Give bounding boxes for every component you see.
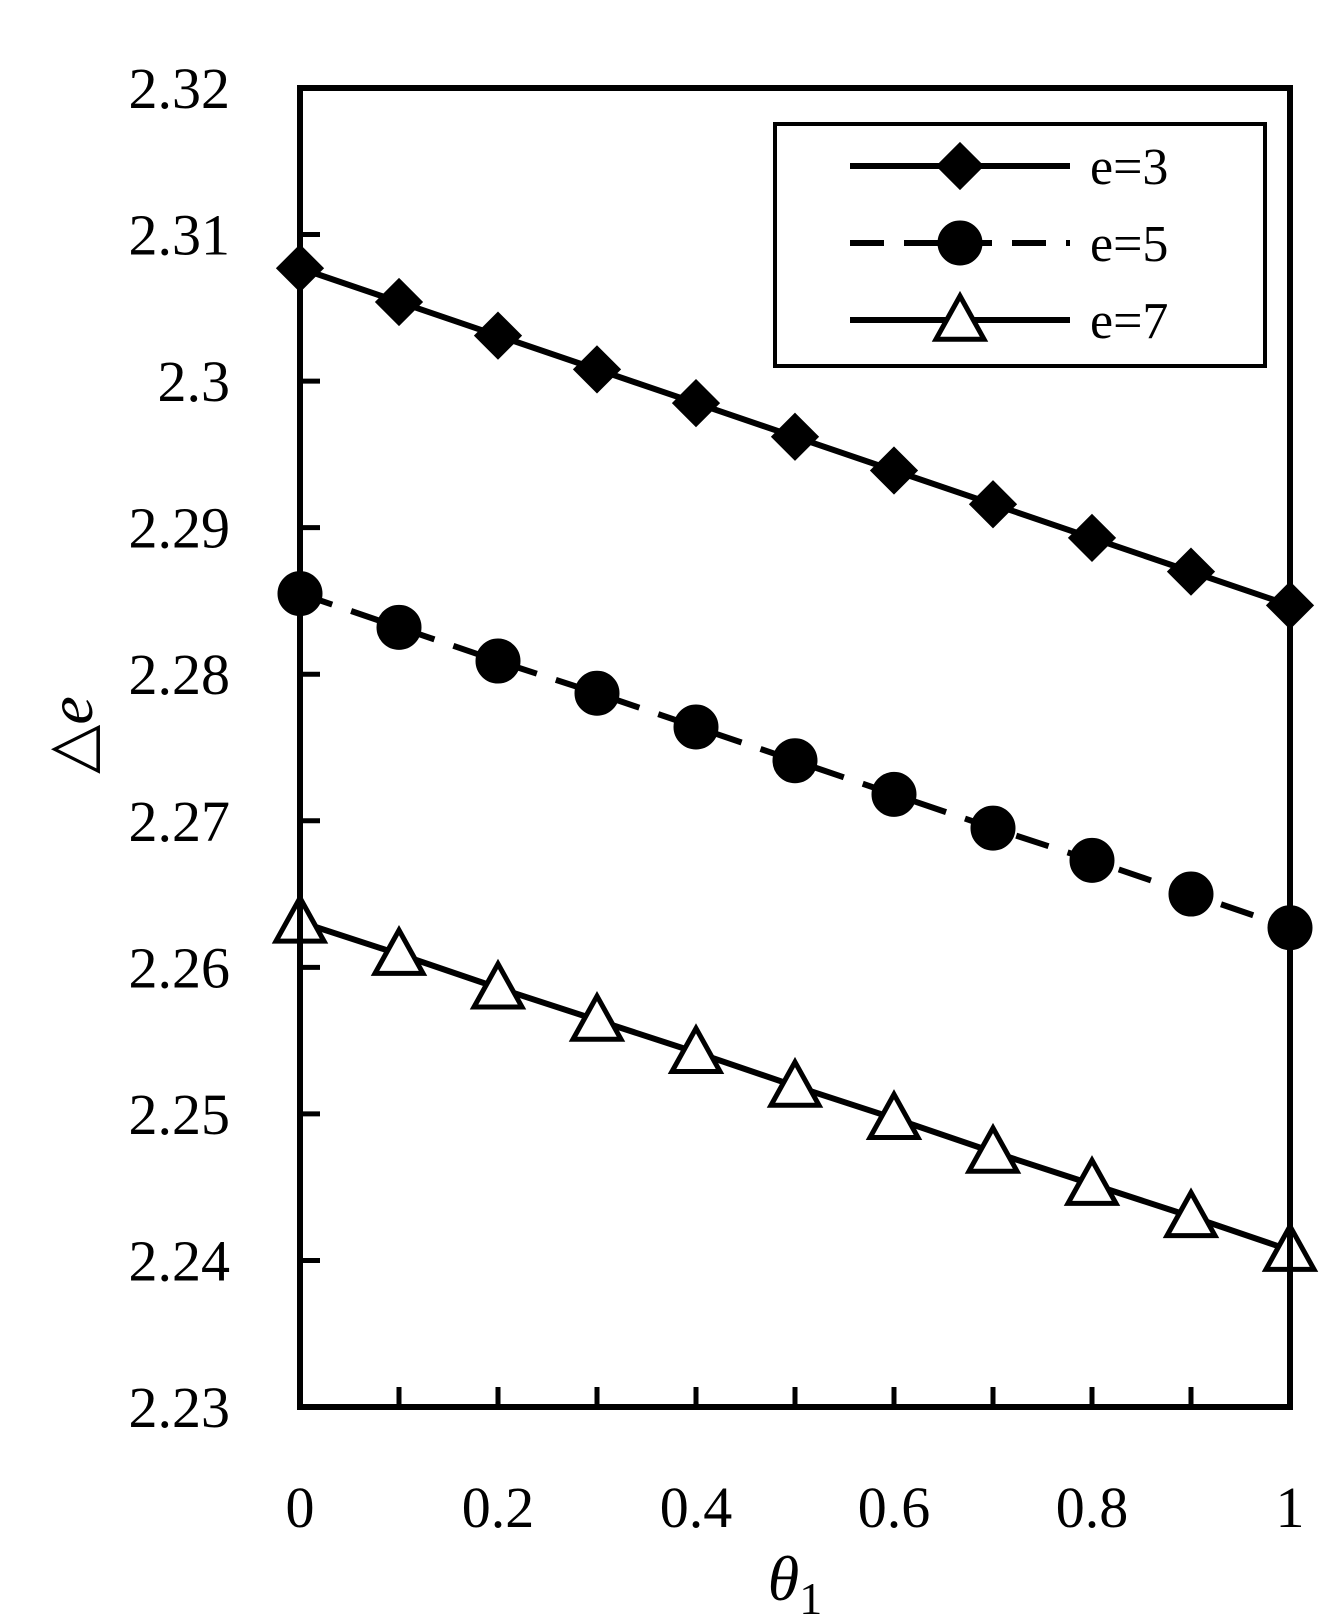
- legend-label: e=7: [1090, 293, 1168, 350]
- legend: e=3 e=5 e=7: [773, 122, 1267, 368]
- legend-entry: e=7: [850, 290, 1168, 350]
- data-point: [1166, 547, 1216, 596]
- data-point: [1063, 1155, 1121, 1206]
- x-axis-title: θ1: [768, 1543, 822, 1624]
- x-tick-label: 0.6: [858, 1475, 931, 1540]
- y-tick-label: 2.27: [129, 789, 231, 854]
- y-tick-label: 2.29: [129, 496, 231, 561]
- data-point: [673, 704, 719, 750]
- x-tick-label: 0.4: [660, 1475, 733, 1540]
- series-2: [277, 571, 1313, 951]
- x-tick-label: 0.8: [1056, 1475, 1129, 1540]
- y-tick-label: 2.28: [129, 642, 231, 707]
- x-tick-label: 0.2: [462, 1475, 535, 1540]
- legend-label: e=3: [1090, 139, 1168, 196]
- data-point: [869, 446, 919, 495]
- data-point: [970, 805, 1016, 851]
- y-axis-title: △e: [35, 696, 106, 774]
- y-tick-label: 2.3: [158, 349, 231, 414]
- y-tick-label: 2.26: [129, 935, 231, 1000]
- data-point: [572, 345, 622, 394]
- x-axis-title-symbol: θ: [768, 1543, 799, 1614]
- data-point: [871, 771, 917, 817]
- data-point: [1067, 513, 1117, 563]
- data-point: [772, 738, 818, 784]
- data-point: [374, 277, 424, 327]
- x-tick-label: 0: [286, 1475, 315, 1540]
- data-point: [568, 990, 626, 1042]
- series-layer: [271, 244, 1319, 1272]
- data-point: [574, 670, 620, 716]
- data-point: [1069, 837, 1115, 883]
- y-axis-ticks: 2.23 2.24 2.25 2.26 2.27 2.28 2.29 2.3 2.31 2.32: [129, 56, 320, 1440]
- legend-marker: [931, 290, 989, 342]
- data-point: [376, 604, 422, 650]
- series-line: [299, 590, 1291, 931]
- data-point: [469, 958, 527, 1010]
- legend-entry: e=5: [850, 216, 1168, 273]
- data-point: [770, 412, 820, 461]
- data-point: [667, 1023, 725, 1075]
- data-point: [964, 1122, 1022, 1174]
- legend-label: e=5: [1090, 216, 1168, 273]
- data-point: [370, 924, 428, 976]
- plot-area-frame: [297, 85, 1293, 1410]
- y-tick-label: 2.23: [129, 1375, 231, 1440]
- legend-marker: [937, 220, 983, 266]
- data-point: [865, 1089, 923, 1140]
- y-tick-label: 2.32: [129, 56, 231, 121]
- x-axis-title-subscript: 1: [799, 1573, 822, 1624]
- data-point: [1162, 1187, 1220, 1239]
- x-axis-ticks: 0 0.2 0.4 0.6 0.8 1: [286, 1387, 1305, 1540]
- series-3: [271, 892, 1319, 1272]
- y-tick-label: 2.25: [129, 1082, 231, 1147]
- data-point: [671, 378, 721, 428]
- x-tick-label: 1: [1276, 1475, 1305, 1540]
- y-tick-label: 2.31: [129, 203, 231, 268]
- legend-marker: [935, 141, 985, 191]
- data-point: [1168, 871, 1214, 917]
- data-point: [473, 311, 523, 360]
- legend-entry: e=3: [850, 139, 1168, 196]
- data-point: [475, 638, 521, 684]
- data-point: [766, 1056, 824, 1108]
- y-tick-label: 2.24: [129, 1228, 231, 1293]
- data-point: [968, 480, 1018, 529]
